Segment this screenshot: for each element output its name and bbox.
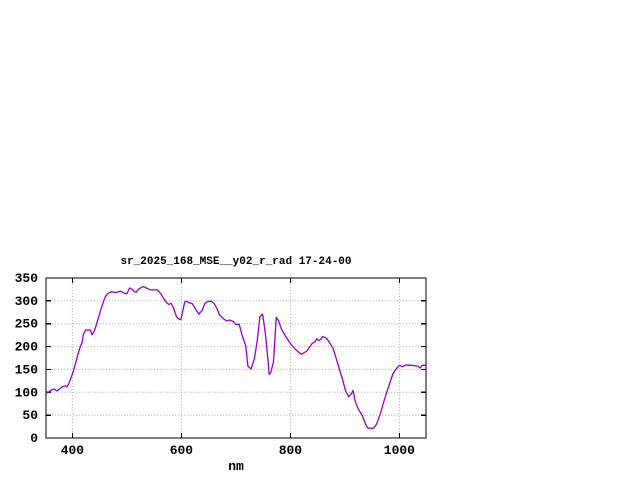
svg-text:0: 0 (30, 431, 38, 446)
svg-text:sr_2025_168_MSE__y02_r_rad 17-: sr_2025_168_MSE__y02_r_rad 17-24-00 (120, 256, 351, 268)
svg-text:100: 100 (15, 385, 39, 400)
svg-text:300: 300 (15, 294, 39, 309)
svg-text:400: 400 (61, 443, 85, 458)
svg-text:250: 250 (15, 317, 39, 332)
svg-text:200: 200 (15, 340, 39, 355)
svg-text:1000: 1000 (384, 443, 415, 458)
svg-text:600: 600 (170, 443, 194, 458)
svg-text:350: 350 (15, 271, 39, 286)
svg-text:nm: nm (228, 459, 244, 474)
svg-text:800: 800 (279, 443, 303, 458)
svg-text:150: 150 (15, 362, 39, 377)
svg-text:50: 50 (22, 408, 38, 423)
